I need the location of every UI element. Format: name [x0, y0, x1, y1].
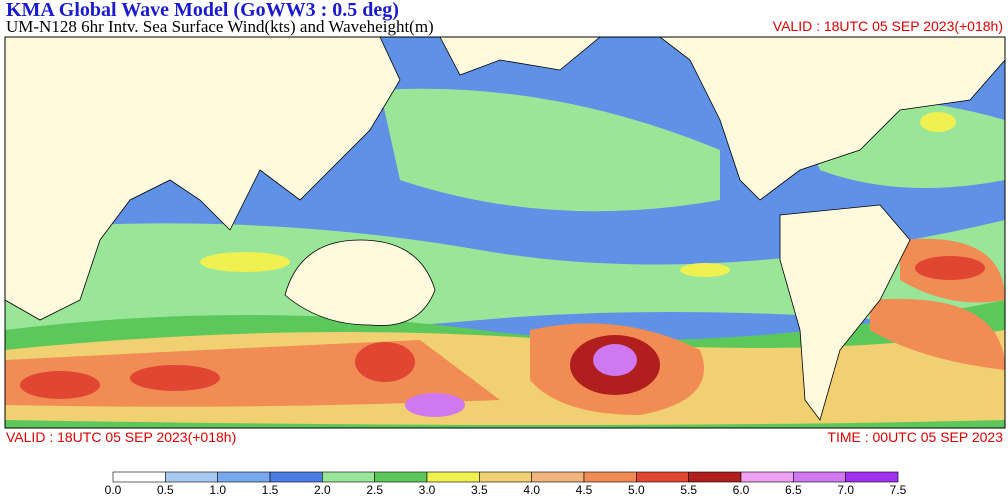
colorbar-box — [426, 471, 480, 483]
map — [4, 36, 1006, 429]
colorbar-box — [165, 471, 218, 483]
colorbar: 0.0 0.5 1.0 1.5 2.0 2.5 3.0 3.5 4.0 4.5 5.0 5.5 6.0 6… — [105, 471, 907, 496]
colorbar-label: 5.0 — [628, 483, 645, 496]
colorbar-label: 1.0 — [209, 483, 226, 496]
colorbar-box — [322, 471, 375, 483]
colorbar-box — [740, 471, 794, 483]
colorbar-label: 0.5 — [157, 483, 174, 496]
colorbar-label: 3.0 — [419, 483, 436, 496]
colorbar-box — [845, 471, 899, 483]
colorbar-label: 5.5 — [680, 483, 697, 496]
colorbar-label: 6.0 — [733, 483, 750, 496]
colorbar-box — [374, 471, 428, 483]
subtitle: UM-N128 6hr Intv. Sea Surface Wind(kts) … — [6, 17, 434, 36]
colorbar-box — [636, 471, 689, 483]
colorbar-box — [479, 471, 532, 483]
valid-bottom: VALID : 18UTC 05 SEP 2023(+018h) — [6, 429, 236, 445]
colorbar-label: 2.5 — [366, 483, 383, 496]
time: TIME : 00UTC 05 SEP 2023 — [827, 429, 1003, 445]
colorbar-box — [112, 471, 166, 483]
colorbar-box — [688, 471, 742, 483]
colorbar-label: 6.5 — [785, 483, 802, 496]
valid-top: VALID : 18UTC 05 SEP 2023(+018h) — [773, 18, 1003, 34]
colorbar-label: 7.0 — [837, 483, 854, 496]
colorbar-box — [531, 471, 585, 483]
colorbar-label: 4.5 — [576, 483, 593, 496]
colorbar-box — [269, 471, 323, 483]
colorbar-box — [217, 471, 271, 483]
colorbar-label: 4.0 — [523, 483, 540, 496]
colorbar-box — [793, 471, 846, 483]
colorbar-label: 1.5 — [262, 483, 279, 496]
title: KMA Global Wave Model (GoWW3 : 0.5 deg) — [6, 0, 399, 21]
colorbar-label: 3.5 — [471, 483, 488, 496]
colorbar-box — [583, 471, 637, 483]
colorbar-label: 0.0 — [105, 483, 122, 496]
colorbar-label: 7.5 — [890, 483, 907, 496]
colorbar-label: 2.0 — [314, 483, 331, 496]
